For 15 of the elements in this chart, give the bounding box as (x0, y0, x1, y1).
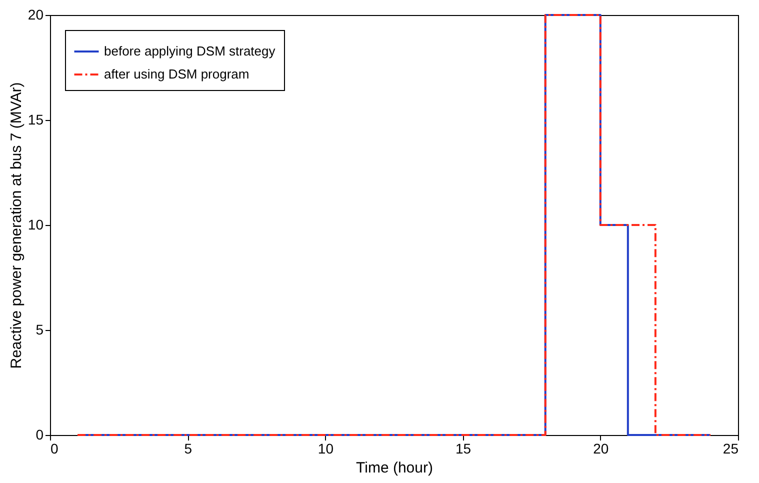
y-axis-title: Reactive power generation at bus 7 (MVAr) (8, 82, 25, 369)
legend-label: after using DSM program (104, 66, 250, 82)
x-tick-label: 10 (318, 440, 334, 456)
x-tick-label: 5 (184, 440, 192, 456)
y-tick-label: 5 (36, 322, 44, 338)
y-tick-label: 10 (28, 216, 44, 232)
x-axis-title: Time (hour) (356, 460, 433, 476)
legend-label: before applying DSM strategy (104, 44, 276, 58)
y-tick-label: 15 (28, 112, 44, 128)
y-tick-label: 20 (28, 6, 44, 22)
y-tick-label: 0 (36, 426, 44, 442)
x-tick-label: 0 (50, 440, 58, 456)
x-tick-label: 20 (593, 440, 609, 456)
x-tick-label: 15 (456, 440, 472, 456)
x-tick-label: 25 (722, 440, 739, 456)
